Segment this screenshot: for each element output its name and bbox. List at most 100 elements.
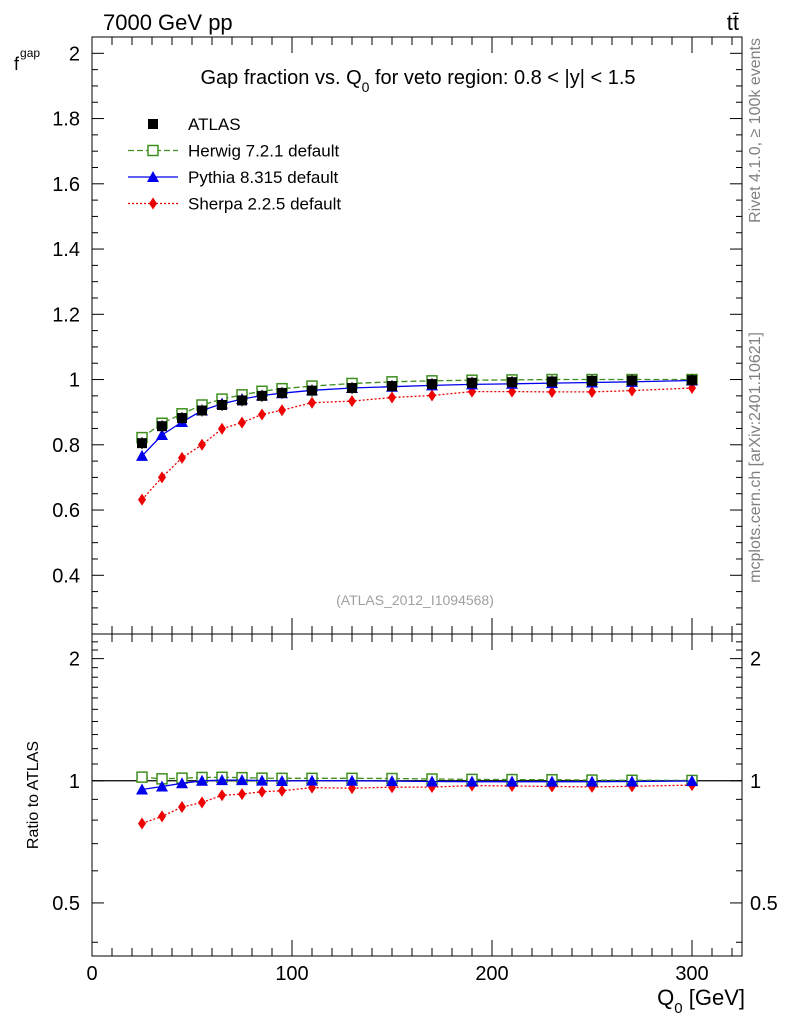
ratio-pythia-point [156,780,168,792]
title-main: Gap fraction vs. Q [200,67,361,89]
ratio-ytick-label-right: 0.5 [750,893,778,915]
main-sherpa-point [348,395,356,408]
main-sherpa-point [628,384,636,397]
xlabel-rest: [GeV] [683,985,745,1010]
legend-entry-sherpa: Sherpa 2.2.5 default [128,195,341,214]
main-ytick-label: 1.2 [52,304,80,326]
main-atlas-point [197,405,207,416]
legend-label-pythia: Pythia 8.315 default [188,168,339,187]
title-subscript: 0 [362,79,370,95]
main-ytick-label: 2 [69,43,80,65]
ratio-pythia-point [426,775,438,787]
legend-marker-pythia [147,171,159,182]
ratio-pythia-point [546,775,558,787]
ratio-sherpa-point [138,817,146,830]
main-sherpa-point [308,396,316,409]
ratio-herwig-point [136,771,148,783]
ylabel-main: f [14,54,20,74]
rivet-version-label: Rivet 4.1.0, ≥ 100k events [747,38,764,223]
main-atlas-point [307,385,317,396]
main-atlas-point [177,413,187,424]
legend-entry-pythia: Pythia 8.315 default [128,168,339,187]
ratio-pythia-point [256,774,268,786]
ratio-pythia-point [276,774,288,786]
main-atlas-point [137,438,147,449]
main-ytick-label: 1.6 [52,174,80,196]
main-sherpa-point [178,451,186,464]
ratio-pythia-point [216,774,228,786]
main-sherpa-point [258,408,266,421]
ratio-xtick-label: 300 [675,963,708,985]
ratio-sherpa-line [141,784,693,825]
main-sherpa-point [428,389,436,402]
ratio-pythia-point [306,774,318,786]
legend-entry-atlas: ATLAS [148,115,241,134]
main-sherpa-point [278,404,286,417]
main-atlas-point [427,379,437,390]
main-sherpa-point [218,422,226,435]
title-rest: for veto region: 0.8 < |y| < 1.5 [369,67,635,89]
mcplots-credit-label: mcplots.cern.ch [arXiv:2401.10621] [747,332,764,583]
ratio-sherpa-point [238,788,246,801]
energy-label: 7000 GeV pp [103,10,233,35]
ratio-pythia-point [506,775,518,787]
ratio-ytick-label: 2 [69,649,80,671]
main-atlas-point [687,375,697,386]
ratio-sherpa-point [278,784,286,797]
xlabel-main: Q [657,985,674,1010]
ylabel-subscript: gap [20,46,40,60]
legend-marker-sherpa [149,197,157,210]
ratio-ytick-label: 0.5 [52,893,80,915]
ratio-xtick-label: 200 [475,963,508,985]
main-atlas-point [587,375,597,386]
main-atlas-point [627,375,637,386]
main-pythia-point [156,429,168,440]
main-sherpa-point [238,416,246,429]
main-atlas-point [277,387,287,398]
ratio-pythia-point [196,774,208,786]
main-atlas-point [257,390,267,401]
main-ytick-label: 1.8 [52,109,80,131]
process-label: tt̄ [727,10,739,35]
main-atlas-point [387,381,397,392]
legend-marker-atlas [148,119,158,129]
ratio-pythia-point [136,783,148,795]
main-sherpa-point [388,391,396,404]
main-atlas-point [467,377,477,388]
ratio-pythia-point [386,775,398,787]
main-ytick-label: 0.8 [52,435,80,457]
main-atlas-point [157,421,167,432]
main-sherpa-point [158,471,166,484]
main-ytick-label: 0.6 [52,500,80,522]
main-ytick-label: 0.4 [52,565,80,587]
main-ytick-label: 1.4 [52,239,80,261]
main-sherpa-point [588,385,596,398]
ratio-ytick-label-right: 1 [750,771,761,793]
ratio-sherpa-point [258,785,266,798]
ratio-sherpa-point [198,796,206,809]
ratio-pythia-point [346,774,358,786]
ratio-pythia-point [466,775,478,787]
main-sherpa-line [141,387,693,501]
ratio-sherpa-point [158,810,166,823]
ratio-pythia-point [236,774,248,786]
ratio-pythia-point [626,775,638,787]
ratio-sherpa-point [218,789,226,802]
legend-marker-herwig [147,144,159,157]
ratio-pythia-point [176,777,188,789]
main-plot-title: Gap fraction vs. Q0 for veto region: 0.8… [200,67,635,95]
main-atlas-point [237,395,247,406]
ratio-pythia-point [586,775,598,787]
main-sherpa-point [548,385,556,398]
main-atlas-point [547,376,557,387]
main-atlas-point [217,399,227,410]
legend-label-herwig: Herwig 7.2.1 default [188,142,339,161]
legend-entry-herwig: Herwig 7.2.1 default [128,142,339,161]
main-ylabel: fgap [14,46,40,74]
xlabel-subscript: 0 [674,1000,682,1017]
ratio-ytick-label: 1 [69,771,80,793]
ratio-xtick-label: 100 [275,963,308,985]
ratio-sherpa-point [178,800,186,813]
ratio-pythia-point [686,774,698,786]
